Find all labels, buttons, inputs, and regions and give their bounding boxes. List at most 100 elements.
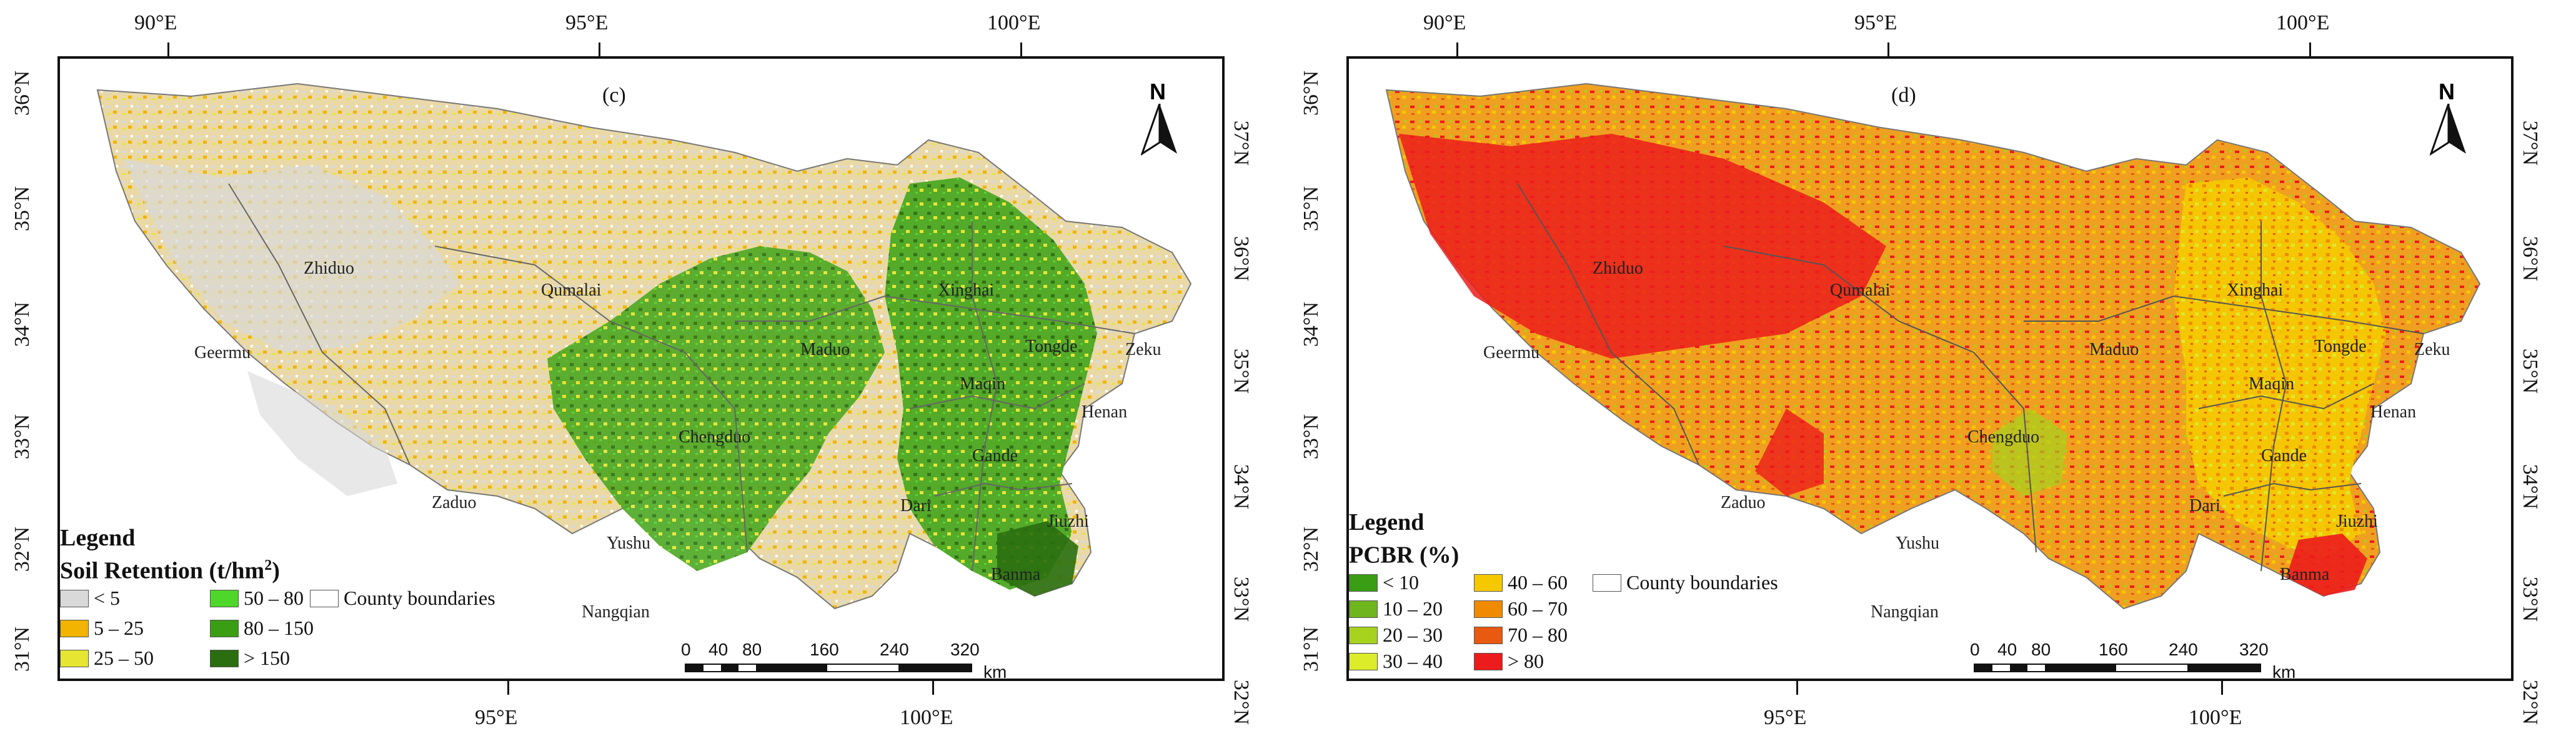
legend-item: < 10 — [1349, 571, 1419, 594]
map-frame: (d) N Zhiduo Qumalai Geermu Maduo Xingha… — [1346, 56, 2514, 681]
county-label: Tongde — [2314, 337, 2367, 356]
legend-swatch — [1474, 652, 1503, 670]
right-tick-36n: 36°N — [2519, 236, 2542, 282]
legend-item: 20 – 30 — [1349, 624, 1443, 647]
county-label: Zhiduo — [304, 259, 354, 278]
right-tick-35n: 35°N — [1230, 348, 1253, 394]
county-label: Zaduo — [432, 493, 477, 512]
county-label: Geermu — [194, 343, 251, 362]
left-tick-31n: 31°N — [1300, 626, 1323, 672]
legend-item: 80 – 150 — [210, 617, 314, 640]
county-label: Zeku — [2414, 340, 2450, 359]
county-label: Qumalai — [1830, 281, 1891, 300]
county-label: Qumalai — [541, 281, 602, 300]
legend-swatch — [210, 619, 239, 637]
legend-item: 25 – 50 — [60, 647, 154, 670]
right-tick-35n: 35°N — [2519, 348, 2542, 394]
county-label: Chengduo — [1967, 427, 2040, 447]
legend-swatch — [1474, 600, 1503, 618]
legend-swatch — [1474, 574, 1503, 592]
map-panel-d: 90°E 95°E 100°E 95°E 100°E 36°N 35°N 34°… — [1289, 0, 2576, 756]
scale-bar: 0 40 80 160 240 320 km — [1970, 640, 2296, 681]
county-label: Xinghai — [2227, 281, 2284, 300]
county-label: Banma — [2280, 565, 2330, 584]
top-tick-90e: 90°E — [1423, 11, 1466, 34]
legend-swatch — [310, 589, 339, 607]
county-label: Zeku — [1125, 340, 1161, 359]
legend-subtitle: PCBR (%) — [1349, 542, 1460, 569]
right-tick-37n: 37°N — [1230, 120, 1253, 166]
soil-retention-map — [96, 82, 1192, 610]
left-tick-35n: 35°N — [11, 186, 34, 232]
right-tick-32n: 32°N — [2519, 679, 2542, 725]
county-label: Gande — [2261, 446, 2307, 465]
county-label: Yushu — [607, 534, 651, 553]
left-tick-34n: 34°N — [1300, 301, 1323, 347]
county-label: Maduo — [2089, 340, 2139, 359]
left-tick-36n: 36°N — [11, 70, 34, 116]
legend-item: 10 – 20 — [1349, 597, 1443, 620]
county-label: Dari — [900, 496, 932, 515]
legend-swatch — [60, 649, 89, 667]
legend-swatch — [1349, 626, 1378, 644]
county-label: Zhiduo — [1593, 259, 1643, 278]
county-label: Jiuzhi — [2336, 512, 2378, 531]
panel-label: (c) — [602, 84, 626, 107]
county-label: Yushu — [1896, 534, 1940, 553]
county-label: Zaduo — [1721, 493, 1766, 512]
legend: Legend PCBR (%) < 10 10 – 20 20 – 30 30 … — [1349, 509, 1861, 679]
legend-item: 30 – 40 — [1349, 650, 1443, 673]
right-tick-36n: 36°N — [1230, 236, 1253, 282]
north-arrow: N — [1141, 79, 1178, 156]
legend: Legend Soil Retention (t/hm2) < 5 5 – 25… — [60, 524, 610, 679]
legend-title: Legend — [1349, 509, 1425, 535]
county-label: Henan — [2370, 402, 2417, 422]
top-tick-100e: 100°E — [2276, 11, 2330, 34]
right-tick-33n: 33°N — [1230, 576, 1253, 622]
legend-swatch — [60, 619, 89, 637]
top-tick-95e: 95°E — [565, 11, 609, 34]
right-tick-33n: 33°N — [2519, 576, 2542, 622]
legend-item: > 150 — [210, 647, 290, 670]
county-label: Geermu — [1483, 343, 1540, 362]
top-tick-95e: 95°E — [1854, 11, 1897, 34]
left-tick-33n: 33°N — [11, 414, 34, 460]
legend-swatch — [1349, 600, 1378, 618]
map-panel-c: 90°E 95°E 100°E 95°E 100°E 36°N 35°N 34°… — [0, 0, 1287, 756]
map-frame: (c) N Zhiduo Qumalai Geermu Maduo Xingha… — [57, 56, 1225, 681]
bottom-tick-100e: 100°E — [2189, 706, 2242, 729]
left-tick-33n: 33°N — [1300, 414, 1323, 460]
panel-label: (d) — [1891, 84, 1916, 107]
right-tick-37n: 37°N — [2519, 120, 2542, 166]
bottom-tick-95e: 95°E — [1764, 706, 1807, 729]
left-tick-32n: 32°N — [11, 526, 34, 572]
legend-swatch — [210, 649, 239, 667]
legend-item: County boundaries — [310, 587, 495, 610]
legend-item: 70 – 80 — [1474, 624, 1568, 647]
county-label: Gande — [972, 446, 1018, 465]
legend-subtitle: Soil Retention (t/hm2) — [60, 557, 280, 584]
legend-item: > 80 — [1474, 650, 1544, 673]
legend-item: 5 – 25 — [60, 617, 144, 640]
legend-swatch — [60, 589, 89, 607]
legend-title: Legend — [60, 525, 136, 551]
top-tick-90e: 90°E — [134, 11, 177, 34]
legend-swatch — [210, 589, 239, 607]
pcbr-map — [1385, 82, 2481, 610]
legend-item: 50 – 80 — [210, 587, 304, 610]
left-tick-31n: 31°N — [11, 626, 34, 672]
bottom-tick-95e: 95°E — [475, 706, 518, 729]
legend-swatch — [1349, 574, 1378, 592]
county-label: Nangqian — [582, 602, 650, 622]
county-label: Henan — [1082, 402, 1128, 422]
left-tick-36n: 36°N — [1300, 70, 1323, 116]
left-tick-32n: 32°N — [1300, 526, 1323, 572]
county-label: Nangqian — [1871, 602, 1939, 622]
left-tick-34n: 34°N — [11, 301, 34, 347]
legend-swatch — [1474, 626, 1503, 644]
legend-item: 60 – 70 — [1474, 597, 1568, 620]
county-label: Maqin — [2249, 374, 2295, 394]
county-label: Maduo — [800, 340, 850, 359]
county-label: Xinghai — [938, 281, 995, 300]
bottom-tick-100e: 100°E — [900, 706, 953, 729]
